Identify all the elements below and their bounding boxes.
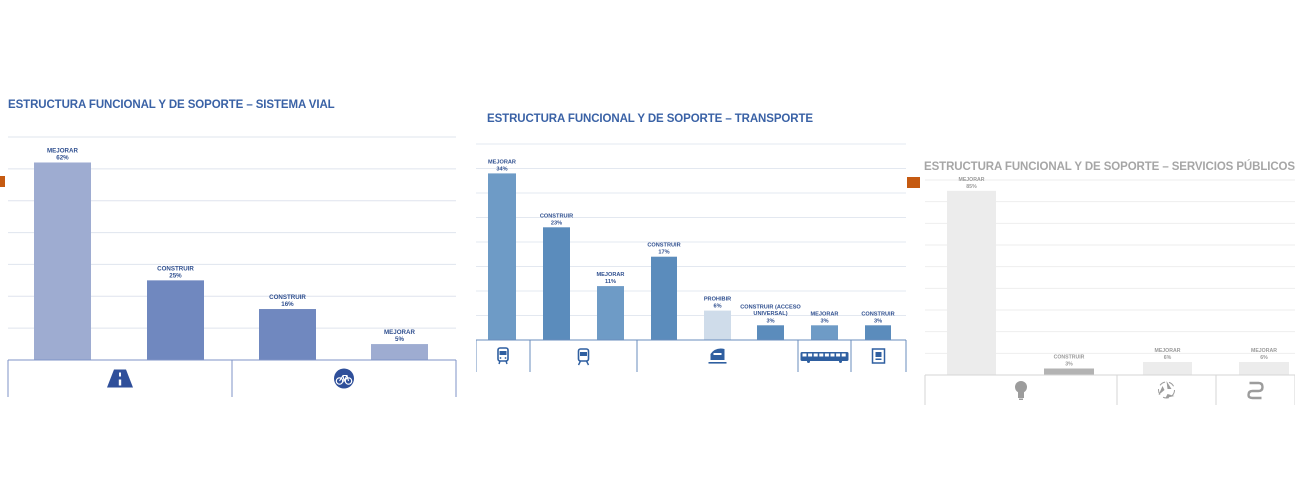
bar xyxy=(1239,362,1289,375)
chart-title-sistema-vial: ESTRUCTURA FUNCIONAL Y DE SOPORTE – SIST… xyxy=(8,99,335,111)
bar-value-label: 11% xyxy=(605,279,616,285)
bar xyxy=(757,325,784,340)
recycle-icon xyxy=(1158,381,1175,399)
bar xyxy=(811,325,838,340)
bar-value-label: 16% xyxy=(281,301,294,308)
bar-value-label: 3% xyxy=(820,318,828,324)
bar-value-label: 17% xyxy=(658,250,669,256)
bar xyxy=(34,162,91,360)
bar xyxy=(865,325,891,340)
bar-value-label: 3% xyxy=(874,318,882,324)
orange-marker-right xyxy=(907,177,920,188)
bar xyxy=(1044,368,1094,375)
bar-category-label: MEJORAR xyxy=(959,177,985,183)
bar-value-label: 34% xyxy=(496,166,507,172)
bar-category-label: CONSTRUIR xyxy=(157,265,194,272)
bar-category-label: CONSTRUIR xyxy=(269,294,306,301)
bar-category-label: MEJORAR xyxy=(384,329,415,336)
bar-value-label: 85% xyxy=(966,184,977,190)
bar-category-label: CONSTRUIR xyxy=(861,311,894,317)
chart-sistema-vial: MEJORAR62%CONSTRUIR25%CONSTRUIR16%MEJORA… xyxy=(7,136,457,397)
bus-icon xyxy=(497,347,509,365)
bar-category-label: MEJORAR xyxy=(1155,348,1181,354)
bar-category-label: CONSTRUIR xyxy=(647,243,680,249)
bar-category-label: CONSTRUIR xyxy=(1054,355,1085,361)
bar xyxy=(597,286,624,340)
bar-category-label: PROHIBIR xyxy=(704,297,731,303)
bar xyxy=(259,309,316,360)
bar-category-label: MEJORAR xyxy=(1251,348,1277,354)
bar-category-label: MEJORAR xyxy=(47,147,78,154)
bicycle-icon xyxy=(334,368,354,389)
bar-value-label: 23% xyxy=(551,220,562,226)
bar xyxy=(947,190,996,375)
bar xyxy=(651,256,677,340)
train-icon xyxy=(708,348,727,364)
bar-value-label: 5% xyxy=(395,336,404,343)
bar-category-label-line2: UNIVERSAL) xyxy=(753,311,787,317)
orange-marker-left xyxy=(0,176,5,187)
bar-value-label: 62% xyxy=(56,154,69,161)
bar-value-label: 6% xyxy=(713,304,721,310)
lightbulb-icon xyxy=(1015,381,1027,400)
chart-title-servicios-publicos: ESTRUCTURA FUNCIONAL Y DE SOPORTE – SERV… xyxy=(924,161,1295,173)
bar xyxy=(371,344,428,360)
bar-value-label: 3% xyxy=(1065,362,1073,368)
road-icon xyxy=(107,369,133,388)
bar-category-label: MEJORAR xyxy=(597,272,625,278)
bar xyxy=(543,227,570,340)
bar xyxy=(147,280,204,360)
bar-category-label: CONSTRUIR (ACCESO xyxy=(740,304,801,310)
tram-icon xyxy=(577,348,590,366)
bar-value-label: 25% xyxy=(169,272,182,279)
ticket-card-icon xyxy=(871,348,886,364)
brt-bus-icon xyxy=(800,352,849,363)
bar-value-label: 6% xyxy=(1164,355,1172,361)
bar xyxy=(488,173,516,340)
bar xyxy=(704,310,731,340)
bar xyxy=(1143,362,1192,375)
bar-category-label: CONSTRUIR xyxy=(540,213,573,219)
pipe-icon xyxy=(1247,381,1264,400)
bar-value-label: 3% xyxy=(766,318,774,324)
bar-category-label: MEJORAR xyxy=(811,311,839,317)
chart-transporte: MEJORAR34%CONSTRUIR23%MEJORAR11%CONSTRUI… xyxy=(476,143,907,372)
chart-title-transporte: ESTRUCTURA FUNCIONAL Y DE SOPORTE – TRAN… xyxy=(487,113,813,125)
bar-value-label: 6% xyxy=(1260,355,1268,361)
bar-category-label: MEJORAR xyxy=(488,159,516,165)
